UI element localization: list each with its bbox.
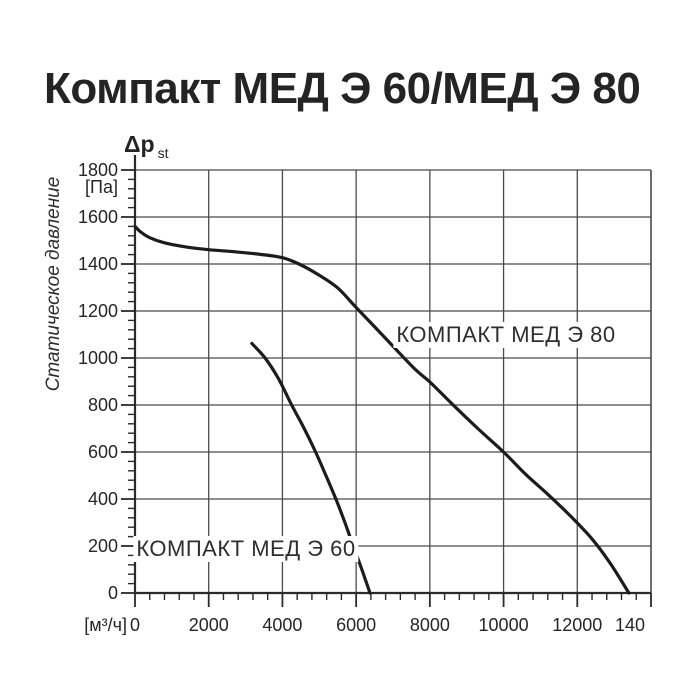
- y-axis-title: Статическое давление: [43, 176, 64, 392]
- y-tick-label: 800: [88, 395, 118, 415]
- x-tick-label: 10000: [479, 615, 529, 635]
- x-tick-label: 4000: [262, 615, 302, 635]
- pressure-symbol-subscript: st: [157, 144, 169, 161]
- x-tick-label: 140: [615, 615, 645, 635]
- y-tick-label: 0: [108, 583, 118, 603]
- y-tick-label: 400: [88, 489, 118, 509]
- pressure-symbol-label: Δp st: [124, 131, 168, 161]
- x-tick-label: 2000: [189, 615, 229, 635]
- x-unit-label: [м³/ч]: [84, 615, 127, 635]
- x-tick-label: 6000: [336, 615, 376, 635]
- y-tick-label: 200: [88, 536, 118, 556]
- y-tick-label: 1400: [78, 254, 118, 274]
- curve-label-kompakt-med-e-80: КОМПАКТ МЕД Э 80: [393, 322, 619, 348]
- page-title: Компакт МЕД Э 60/МЕД Э 80: [44, 64, 641, 113]
- y-tick-label: 1600: [78, 207, 118, 227]
- y-tick-label: 1000: [78, 348, 118, 368]
- y-tick-label: 600: [88, 442, 118, 462]
- curve-kompakt-med-e-80: [133, 224, 631, 595]
- y-tick-label: 1200: [78, 301, 118, 321]
- pressure-symbol: Δp: [124, 131, 155, 157]
- x-tick-label: 0: [130, 615, 140, 635]
- x-tick-label: 12000: [552, 615, 602, 635]
- curve-label-kompakt-med-e-60: КОМПАКТ МЕД Э 60: [133, 536, 359, 562]
- y-tick-label: 1800: [78, 160, 118, 180]
- y-unit-label: [Па]: [85, 177, 118, 197]
- x-tick-label: 8000: [410, 615, 450, 635]
